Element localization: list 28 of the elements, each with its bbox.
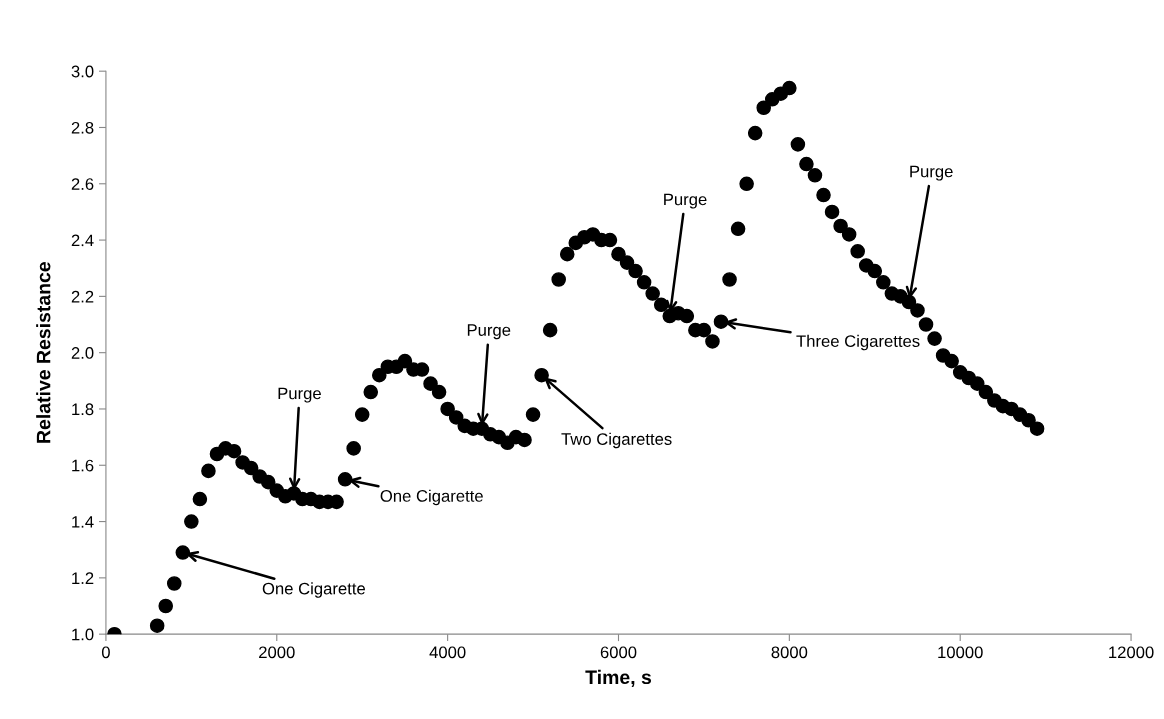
annotation: One Cigarette <box>262 582 365 598</box>
y-tick-label: 2.6 <box>71 178 94 190</box>
x-tick-label: 4000 <box>429 646 466 659</box>
annotation: Purge <box>910 165 953 181</box>
x-axis-title: Time, s <box>585 669 652 687</box>
y-tick-label: 2.0 <box>71 347 94 359</box>
annotation: Purge <box>664 193 707 209</box>
y-axis-title: Relative Resistance <box>36 261 51 443</box>
x-tick-label: 8000 <box>771 646 808 659</box>
y-tick-label: 3.0 <box>71 65 94 78</box>
x-tick-label: 12000 <box>1109 646 1154 659</box>
y-tick-label: 1.8 <box>72 403 94 416</box>
y-tick-label: 2.8 <box>71 121 94 134</box>
annotation: Purge <box>467 324 511 340</box>
x-tick-label: 2000 <box>259 646 295 659</box>
annotation: Two Cigarettes <box>561 432 672 449</box>
x-tick-label: 6000 <box>600 646 637 659</box>
y-tick-label: 2.2 <box>71 290 94 303</box>
annotation: Purge <box>278 387 321 403</box>
y-tick-label: 2.4 <box>71 234 94 247</box>
x-tick-label: 0 <box>101 646 110 659</box>
y-tick-label: 1.2 <box>72 572 94 584</box>
y-tick-label: 1.4 <box>72 516 94 528</box>
x-tick-label: 10000 <box>938 646 983 659</box>
annotation: Three Cigarettes <box>796 334 920 351</box>
y-tick-label: 1.0 <box>72 628 94 641</box>
y-tick-label: 1.6 <box>72 459 94 472</box>
annotation: One Cigarette <box>380 489 483 506</box>
